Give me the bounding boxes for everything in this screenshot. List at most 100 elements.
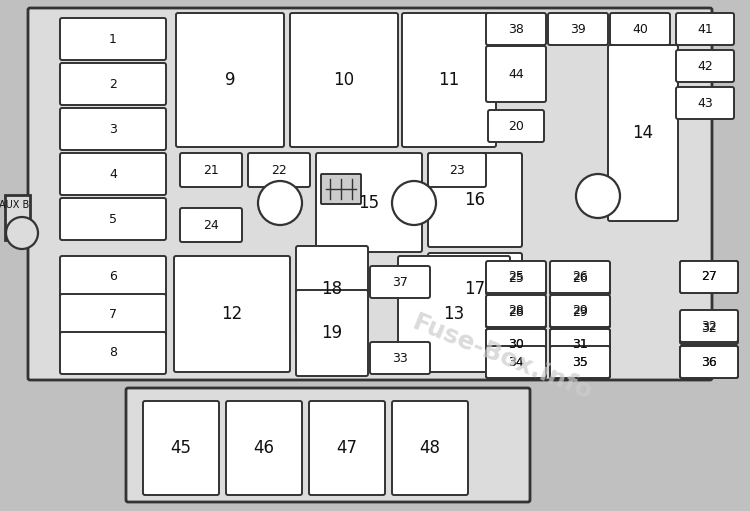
Text: 25: 25 — [508, 272, 524, 286]
Text: 22: 22 — [272, 164, 286, 176]
Text: AUX B: AUX B — [0, 200, 29, 210]
Text: 39: 39 — [570, 22, 586, 35]
Text: 47: 47 — [337, 439, 358, 457]
FancyBboxPatch shape — [486, 329, 546, 361]
FancyBboxPatch shape — [428, 153, 522, 247]
Text: 21: 21 — [203, 164, 219, 176]
Text: 28: 28 — [508, 306, 524, 318]
Text: 14: 14 — [632, 124, 653, 142]
Text: 8: 8 — [109, 346, 117, 360]
FancyBboxPatch shape — [680, 261, 738, 293]
Text: 31: 31 — [572, 338, 588, 352]
FancyBboxPatch shape — [486, 296, 546, 328]
FancyBboxPatch shape — [60, 294, 166, 336]
FancyBboxPatch shape — [60, 18, 166, 60]
FancyBboxPatch shape — [428, 153, 486, 187]
FancyBboxPatch shape — [550, 263, 610, 295]
FancyBboxPatch shape — [608, 45, 678, 221]
Text: 35: 35 — [572, 356, 588, 368]
FancyBboxPatch shape — [28, 8, 712, 380]
Text: 46: 46 — [254, 439, 274, 457]
Text: 38: 38 — [508, 22, 524, 35]
Circle shape — [576, 174, 620, 218]
FancyBboxPatch shape — [60, 198, 166, 240]
Text: 44: 44 — [509, 67, 524, 81]
FancyBboxPatch shape — [676, 13, 734, 45]
Text: 34: 34 — [509, 356, 524, 368]
FancyBboxPatch shape — [550, 329, 610, 361]
FancyBboxPatch shape — [174, 256, 290, 372]
Text: 9: 9 — [225, 71, 236, 89]
Text: 27: 27 — [701, 270, 717, 284]
Text: 35: 35 — [572, 356, 588, 368]
FancyBboxPatch shape — [60, 256, 166, 298]
Text: 32: 32 — [701, 319, 717, 333]
FancyBboxPatch shape — [486, 295, 546, 327]
FancyBboxPatch shape — [296, 246, 368, 332]
Text: 2: 2 — [109, 78, 117, 90]
FancyBboxPatch shape — [680, 346, 738, 378]
FancyBboxPatch shape — [548, 13, 608, 45]
Polygon shape — [5, 195, 30, 240]
FancyBboxPatch shape — [60, 153, 166, 195]
FancyBboxPatch shape — [370, 266, 430, 298]
Text: 18: 18 — [322, 280, 343, 298]
Text: 37: 37 — [392, 275, 408, 289]
Text: 36: 36 — [701, 356, 717, 368]
FancyBboxPatch shape — [60, 108, 166, 150]
FancyBboxPatch shape — [676, 87, 734, 119]
FancyBboxPatch shape — [60, 332, 166, 374]
FancyBboxPatch shape — [60, 63, 166, 105]
Circle shape — [392, 181, 436, 225]
FancyBboxPatch shape — [392, 401, 468, 495]
FancyBboxPatch shape — [398, 256, 510, 372]
Text: 29: 29 — [572, 306, 588, 318]
Text: 10: 10 — [334, 71, 355, 89]
FancyBboxPatch shape — [316, 153, 422, 252]
FancyBboxPatch shape — [610, 13, 670, 45]
Text: 28: 28 — [508, 305, 524, 317]
Text: 13: 13 — [443, 305, 464, 323]
Text: 29: 29 — [572, 305, 588, 317]
FancyBboxPatch shape — [321, 174, 361, 204]
Text: 30: 30 — [508, 338, 524, 352]
FancyBboxPatch shape — [550, 329, 610, 361]
Text: 12: 12 — [221, 305, 243, 323]
FancyBboxPatch shape — [428, 253, 522, 325]
FancyBboxPatch shape — [486, 329, 546, 361]
FancyBboxPatch shape — [680, 261, 738, 293]
FancyBboxPatch shape — [226, 401, 302, 495]
FancyBboxPatch shape — [486, 46, 546, 102]
Text: 5: 5 — [109, 213, 117, 225]
FancyBboxPatch shape — [486, 261, 546, 293]
FancyBboxPatch shape — [486, 13, 546, 45]
FancyBboxPatch shape — [488, 110, 544, 142]
FancyBboxPatch shape — [680, 346, 738, 378]
Text: 1: 1 — [109, 33, 117, 45]
FancyBboxPatch shape — [550, 296, 610, 328]
FancyBboxPatch shape — [180, 208, 242, 242]
Text: 34: 34 — [509, 356, 524, 368]
Text: 45: 45 — [170, 439, 191, 457]
FancyBboxPatch shape — [486, 346, 546, 378]
Text: Fuse-Box.info: Fuse-Box.info — [409, 311, 596, 405]
Text: 30: 30 — [508, 338, 524, 352]
Text: 20: 20 — [508, 120, 524, 132]
Text: 31: 31 — [572, 338, 588, 352]
Text: 16: 16 — [464, 191, 485, 209]
Text: 48: 48 — [419, 439, 440, 457]
Text: 25: 25 — [508, 270, 524, 284]
Text: 36: 36 — [701, 356, 717, 368]
Text: 40: 40 — [632, 22, 648, 35]
Text: 23: 23 — [449, 164, 465, 176]
FancyBboxPatch shape — [143, 401, 219, 495]
FancyBboxPatch shape — [550, 346, 610, 378]
FancyBboxPatch shape — [180, 153, 242, 187]
Text: 17: 17 — [464, 280, 485, 298]
FancyBboxPatch shape — [296, 290, 368, 376]
FancyBboxPatch shape — [550, 346, 610, 378]
Text: 41: 41 — [698, 22, 712, 35]
Text: 4: 4 — [109, 168, 117, 180]
FancyBboxPatch shape — [550, 261, 610, 293]
FancyBboxPatch shape — [550, 295, 610, 327]
